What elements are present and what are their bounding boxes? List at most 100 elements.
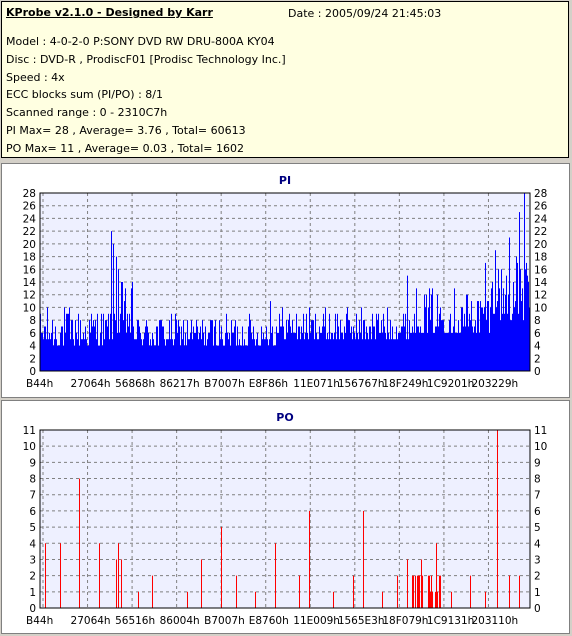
data-bar bbox=[356, 313, 357, 371]
data-bar bbox=[513, 282, 514, 371]
data-bar bbox=[133, 326, 134, 371]
data-bar bbox=[116, 559, 117, 608]
data-bar bbox=[357, 332, 358, 371]
data-bar bbox=[339, 339, 340, 371]
data-bar bbox=[122, 282, 123, 371]
data-bar bbox=[453, 326, 454, 371]
data-bar bbox=[137, 320, 138, 371]
data-bar bbox=[347, 307, 348, 371]
data-bar bbox=[143, 339, 144, 371]
data-bar bbox=[139, 326, 140, 371]
data-bar bbox=[284, 339, 285, 371]
data-bar bbox=[198, 339, 199, 371]
data-bar bbox=[328, 339, 329, 371]
data-bar bbox=[333, 339, 334, 371]
data-bar bbox=[315, 313, 316, 371]
data-bar bbox=[221, 527, 222, 608]
y-tick-label-right: 1 bbox=[534, 587, 541, 599]
data-bar bbox=[229, 332, 230, 371]
pi-stats-line: PI Max= 28 , Average= 3.76 , Total= 6061… bbox=[6, 124, 246, 137]
data-bar bbox=[324, 326, 325, 371]
data-bar bbox=[461, 307, 462, 371]
data-bar bbox=[112, 339, 113, 371]
po-chart-panel: PO 0 0 1 1 2 2 3 3 4 4 5 5 6 6 7 7 8 8 9 9 10 10 11 11 B44h 27064h… bbox=[1, 400, 570, 634]
data-bar bbox=[214, 326, 215, 371]
data-bar bbox=[186, 345, 187, 371]
data-bar bbox=[505, 294, 506, 371]
y-tick-label-right: 24 bbox=[534, 213, 548, 225]
data-bar bbox=[205, 326, 206, 371]
model-line: Model : 4-0-2-0 P:SONY DVD RW DRU-800A K… bbox=[6, 35, 275, 48]
y-tick-label-right: 26 bbox=[534, 201, 548, 213]
data-bar bbox=[439, 313, 440, 371]
data-bar bbox=[60, 543, 61, 608]
range-line: Scanned range : 0 - 2310C7h bbox=[6, 106, 168, 119]
data-bar bbox=[180, 345, 181, 371]
data-bar bbox=[303, 313, 304, 371]
data-bar bbox=[272, 326, 273, 371]
data-bar bbox=[187, 591, 188, 608]
data-bar bbox=[417, 326, 418, 371]
data-bar bbox=[499, 288, 500, 371]
data-bar bbox=[274, 345, 275, 371]
x-tick-label: 18F249h bbox=[382, 378, 428, 390]
data-bar bbox=[422, 575, 423, 608]
data-bar bbox=[393, 339, 394, 371]
data-bar bbox=[373, 326, 374, 371]
data-bar bbox=[508, 294, 509, 371]
data-bar bbox=[154, 345, 155, 371]
data-bar bbox=[170, 339, 171, 371]
data-bar bbox=[220, 339, 221, 371]
data-bar bbox=[450, 313, 451, 371]
data-bar bbox=[236, 345, 237, 371]
data-bar bbox=[161, 320, 162, 371]
data-bar bbox=[491, 288, 492, 371]
data-bar bbox=[262, 339, 263, 371]
x-tick-label: B44h bbox=[26, 378, 53, 390]
data-bar bbox=[343, 339, 344, 371]
data-bar bbox=[150, 339, 151, 371]
data-bar bbox=[419, 575, 420, 608]
data-bar bbox=[460, 332, 461, 371]
data-bar bbox=[66, 313, 67, 371]
data-bar bbox=[239, 339, 240, 371]
y-tick-label-right: 2 bbox=[534, 353, 541, 365]
data-bar bbox=[271, 332, 272, 371]
data-bar bbox=[360, 332, 361, 371]
data-bar bbox=[432, 591, 433, 608]
data-bar bbox=[101, 313, 102, 371]
x-tick-label: 203229h bbox=[471, 378, 518, 390]
data-bar bbox=[385, 332, 386, 371]
data-bar bbox=[253, 326, 254, 371]
data-bar bbox=[375, 339, 376, 371]
data-bar bbox=[359, 320, 360, 371]
data-bar bbox=[68, 313, 69, 371]
data-bar bbox=[382, 332, 383, 371]
data-bar bbox=[476, 332, 477, 371]
y-tick-label-left: 0 bbox=[29, 603, 36, 615]
data-bar bbox=[164, 339, 165, 371]
y-tick-label-left: 8 bbox=[29, 315, 36, 327]
data-bar bbox=[517, 262, 518, 371]
y-tick-label-left: 4 bbox=[29, 341, 36, 353]
data-bar bbox=[200, 326, 201, 371]
data-bar bbox=[65, 332, 66, 371]
data-bar bbox=[296, 313, 297, 371]
data-bar bbox=[276, 326, 277, 371]
data-bar bbox=[449, 320, 450, 371]
data-bar bbox=[45, 326, 46, 371]
data-bar bbox=[192, 339, 193, 371]
data-bar bbox=[346, 313, 347, 371]
data-bar bbox=[470, 575, 471, 608]
data-bar bbox=[429, 575, 430, 608]
x-tick-label: 56868h bbox=[115, 378, 155, 390]
data-bar bbox=[525, 269, 526, 371]
data-bar bbox=[231, 320, 232, 371]
data-bar bbox=[403, 313, 404, 371]
data-bar bbox=[519, 575, 520, 608]
x-tick-label: 27064h bbox=[71, 615, 111, 627]
data-bar bbox=[412, 326, 413, 371]
info-panel: KProbe v2.1.0 - Designed by Karr Date : … bbox=[1, 1, 569, 158]
data-bar bbox=[437, 591, 438, 608]
data-bar bbox=[361, 307, 362, 371]
